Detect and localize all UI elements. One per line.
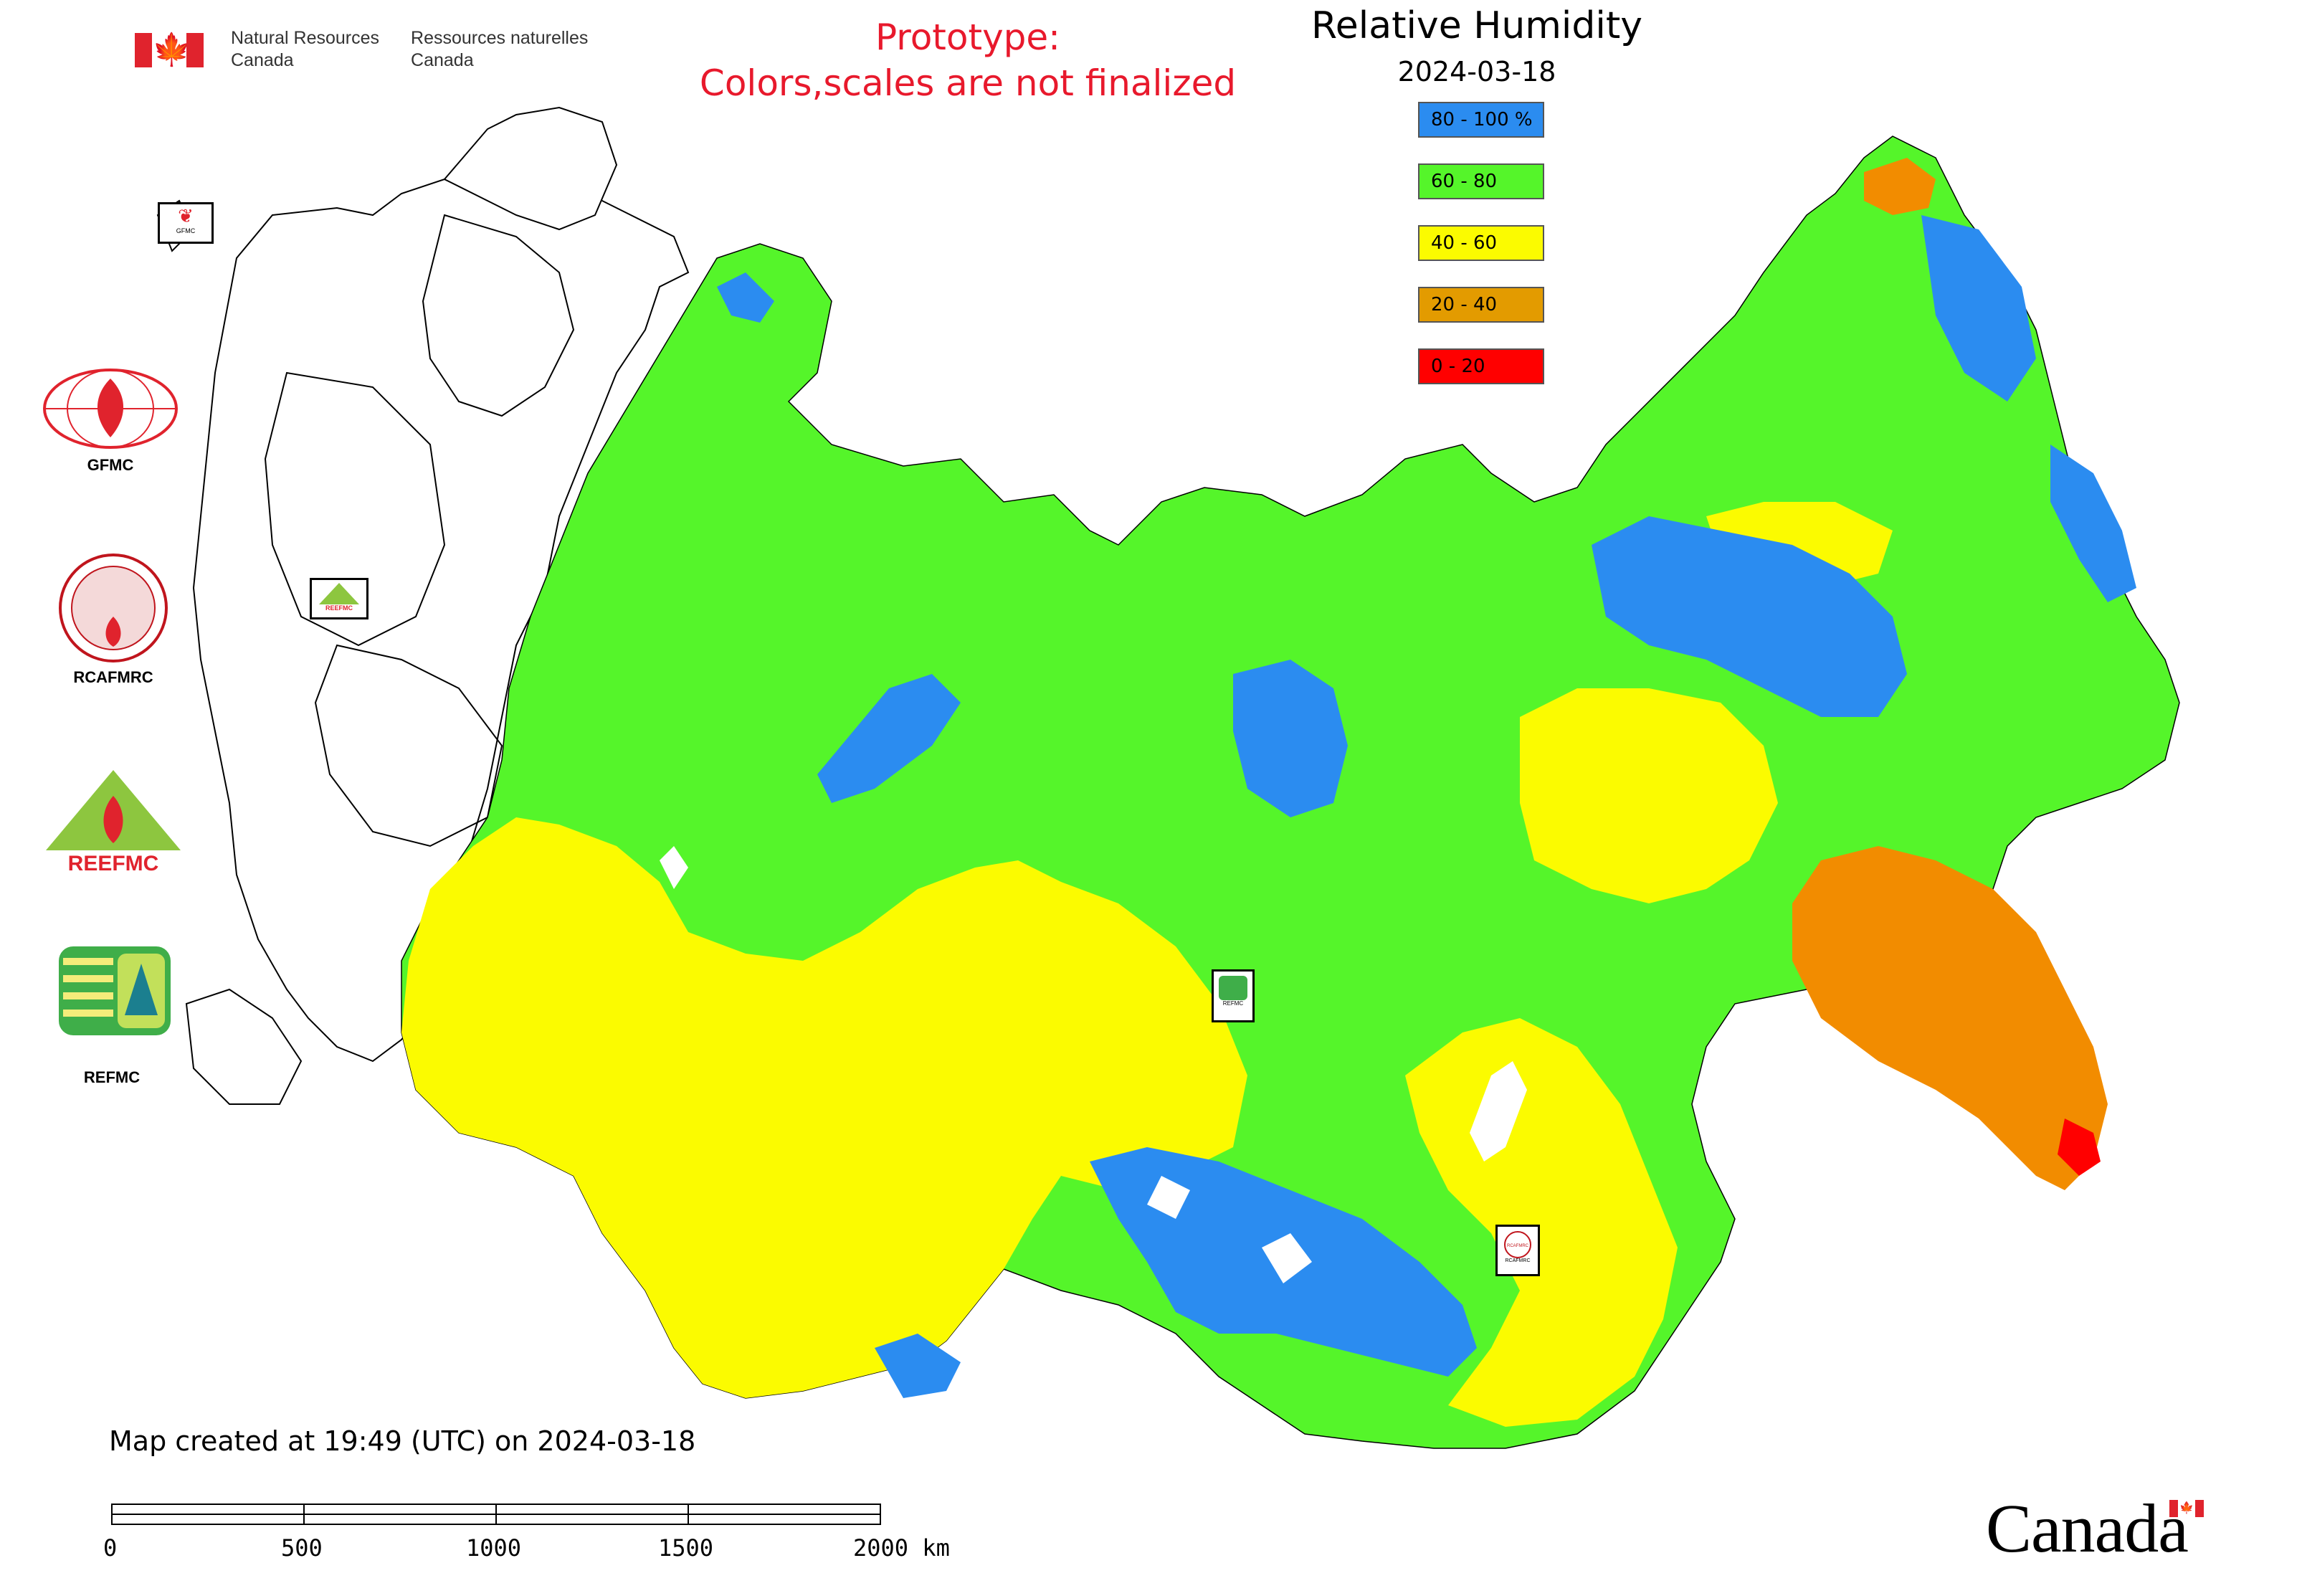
refmc-map-marker: REFMC (1212, 969, 1255, 1022)
scale-label-500: 500 (281, 1534, 323, 1562)
humidity-region-20-40 (1792, 846, 2108, 1190)
humidity-region-40-60-south (1405, 1018, 1678, 1427)
water-bodies (660, 846, 1527, 1283)
gfmc-map-marker: ❦ GFMC (158, 202, 214, 244)
legend-item-60-80: 60 - 80 (1418, 163, 1544, 199)
map-created-note: Map created at 19:49 (UTC) on 2024-03-18 (109, 1425, 696, 1457)
humidity-region-40-60-east (1520, 688, 1778, 903)
scale-bar (111, 1504, 881, 1525)
rcafmrc-logo-icon (59, 554, 168, 662)
wordmark-flag-icon: 🍁 (2169, 1500, 2204, 1517)
gfmc-logo-label: GFMC (87, 456, 134, 474)
canada-flag-icon: 🍁 (135, 33, 204, 67)
rcafmrc-logo-label: RCAFMRC (73, 668, 153, 686)
reefmc-logo-icon: REEFMC (46, 770, 181, 875)
humidity-region-20-40-chukotka (1864, 158, 1936, 215)
legend-item-20-40: 20 - 40 (1418, 287, 1544, 323)
refmc-logo-icon (59, 946, 171, 1035)
reefmc-logo-text: REEFMC (68, 852, 159, 875)
rcafmrc-map-marker: RCAFMRC RCAFMRC (1495, 1225, 1540, 1276)
legend-date: 2024-03-18 (1397, 56, 1556, 87)
legend-item-40-60: 40 - 60 (1418, 225, 1544, 261)
legend-item-0-20: 0 - 20 (1418, 348, 1544, 384)
agency-name-en: Natural Resources Canada (231, 28, 380, 70)
gfmc-logo-icon (43, 369, 178, 449)
scale-label-2000: 2000 km (853, 1534, 950, 1562)
prototype-warning: Prototype: Colors,scales are not finaliz… (699, 16, 1237, 104)
scale-label-0: 0 (103, 1534, 118, 1562)
legend-item-80-100: 80 - 100 % (1418, 102, 1544, 138)
humidity-region-0-20 (2058, 1118, 2101, 1176)
refmc-logo-label: REFMC (83, 1068, 141, 1086)
scale-label-1000: 1000 (466, 1534, 522, 1562)
agency-name-fr: Ressources naturelles Canada (411, 28, 589, 70)
nrcan-signature: 🍁 Natural Resources Canada Ressources na… (135, 27, 619, 72)
reefmc-map-marker: REEFMC (310, 578, 368, 619)
scale-label-1500: 1500 (658, 1534, 714, 1562)
canada-wordmark: Canada (1986, 1490, 2189, 1567)
legend-title: Relative Humidity (1311, 4, 1642, 47)
humidity-region-40-60 (401, 817, 1247, 1398)
